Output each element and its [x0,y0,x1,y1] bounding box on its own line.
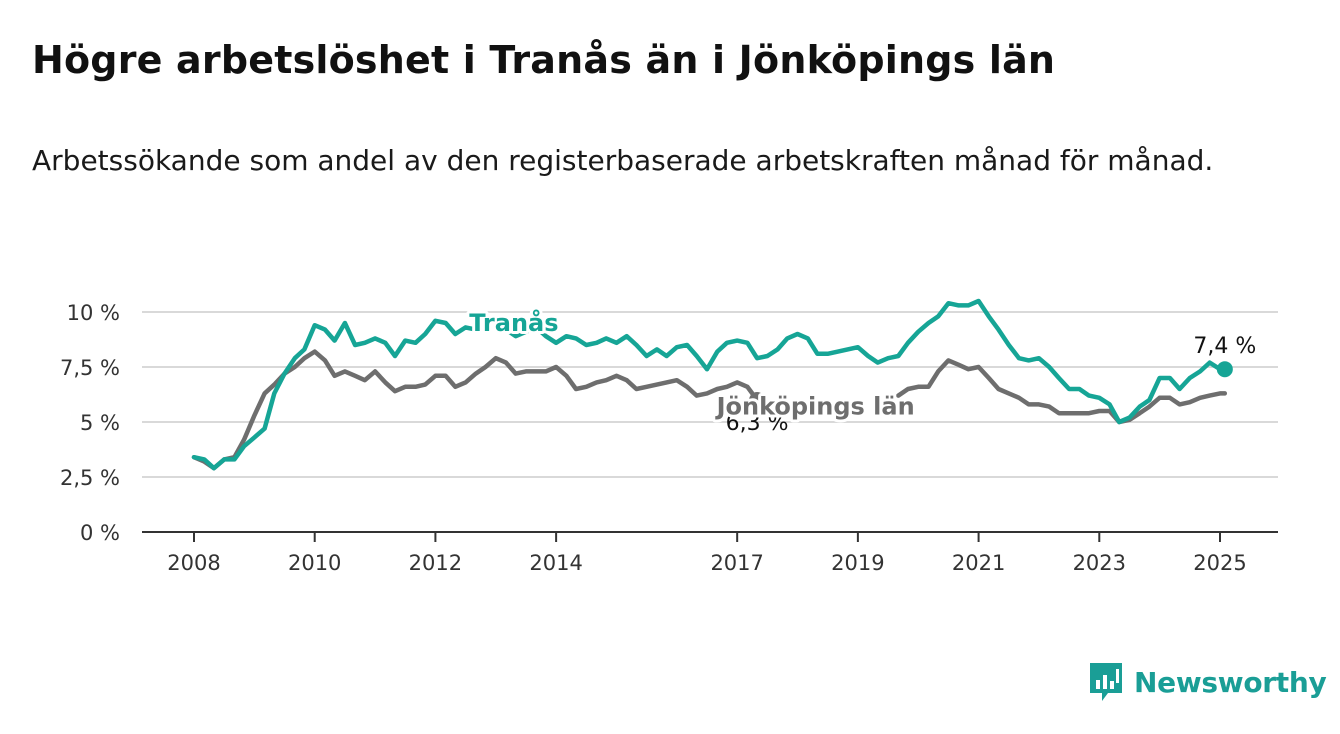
end-label-tranas: 7,4 % [1193,334,1256,359]
y-tick-label: 7,5 % [60,356,120,380]
end-label-jonkoping: 6,3 % [726,411,789,436]
y-tick-label: 10 % [67,301,120,325]
x-tick-label: 2010 [288,551,341,575]
series-label-tranas: Tranås [469,308,558,337]
brand-logo: Newsworthy [1088,660,1327,704]
series-line-jonkoping [896,358,1228,425]
end-marker-jonkoping [749,392,766,408]
chart-subtitle: Arbetssökande som andel av den registerb… [32,144,1214,177]
x-tick-label: 2008 [167,551,220,575]
series-line-jonkoping [191,349,760,471]
series-line-tranas [191,298,1228,471]
brand-name: Newsworthy [1134,665,1327,699]
series-label-jonkoping: Jönköpings län [715,393,915,421]
y-tick-label: 2,5 % [60,466,120,490]
chart-title: Högre arbetslöshet i Tranås än i Jönköpi… [32,38,1056,82]
x-tick-label: 2017 [710,551,763,575]
end-marker-tranas [1216,361,1233,378]
x-tick-label: 2021 [952,551,1005,575]
y-tick-label: 0 % [80,521,120,545]
x-tick-label: 2019 [831,551,884,575]
y-tick-label: 5 % [80,411,120,435]
x-tick-label: 2023 [1073,551,1126,575]
newsworthy-logo-icon [1090,663,1122,701]
x-tick-label: 2014 [529,551,582,575]
x-tick-label: 2012 [409,551,462,575]
x-tick-label: 2025 [1193,551,1246,575]
